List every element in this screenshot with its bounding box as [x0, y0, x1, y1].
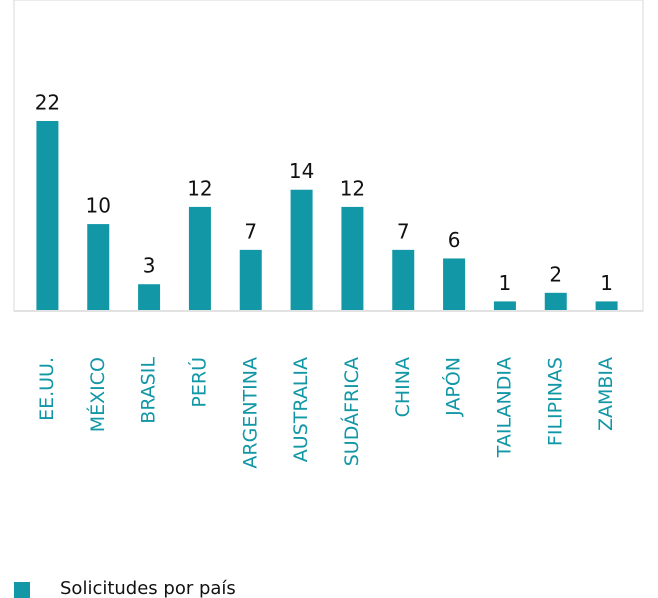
data-label: 1 — [499, 271, 512, 295]
x-tick-label: SUDÁFRICA — [340, 357, 363, 466]
data-label: 14 — [289, 159, 314, 183]
x-tick-label: BRASIL — [138, 357, 160, 424]
x-tick-label: ARGENTINA — [239, 357, 261, 469]
bar — [341, 206, 364, 310]
data-label: 10 — [86, 194, 111, 218]
bar — [493, 301, 516, 310]
data-label: 22 — [35, 91, 60, 115]
bar — [188, 206, 211, 310]
x-tick-label: AUSTRALIA — [290, 357, 312, 462]
bar — [290, 189, 313, 310]
bar — [87, 224, 110, 310]
bar — [595, 301, 618, 310]
x-tick-label: MÉXICO — [86, 357, 109, 432]
data-label: 7 — [244, 219, 257, 243]
data-label: 2 — [549, 262, 562, 286]
data-label: 6 — [448, 228, 461, 252]
bar — [36, 121, 59, 310]
bar — [138, 284, 161, 310]
legend-label: Solicitudes por país — [60, 578, 236, 598]
x-tick-label: ZAMBIA — [595, 357, 617, 431]
x-tick-label: TAILANDIA — [493, 357, 515, 458]
data-label: 12 — [340, 176, 365, 200]
x-tick-label: PERÚ — [186, 357, 210, 408]
bar — [544, 292, 567, 310]
x-tick-label: EE.UU. — [36, 357, 58, 421]
data-label: 7 — [397, 219, 410, 243]
data-label: 12 — [187, 176, 212, 200]
x-tick-label: JAPÓN — [441, 357, 465, 417]
bar — [239, 249, 262, 310]
data-label: 1 — [600, 271, 613, 295]
x-tick-label: FILIPINAS — [544, 357, 566, 446]
data-label: 3 — [143, 254, 156, 278]
legend-swatch — [14, 582, 30, 598]
bar — [392, 249, 415, 310]
bar — [443, 258, 466, 310]
x-tick-label: CHINA — [392, 357, 414, 417]
